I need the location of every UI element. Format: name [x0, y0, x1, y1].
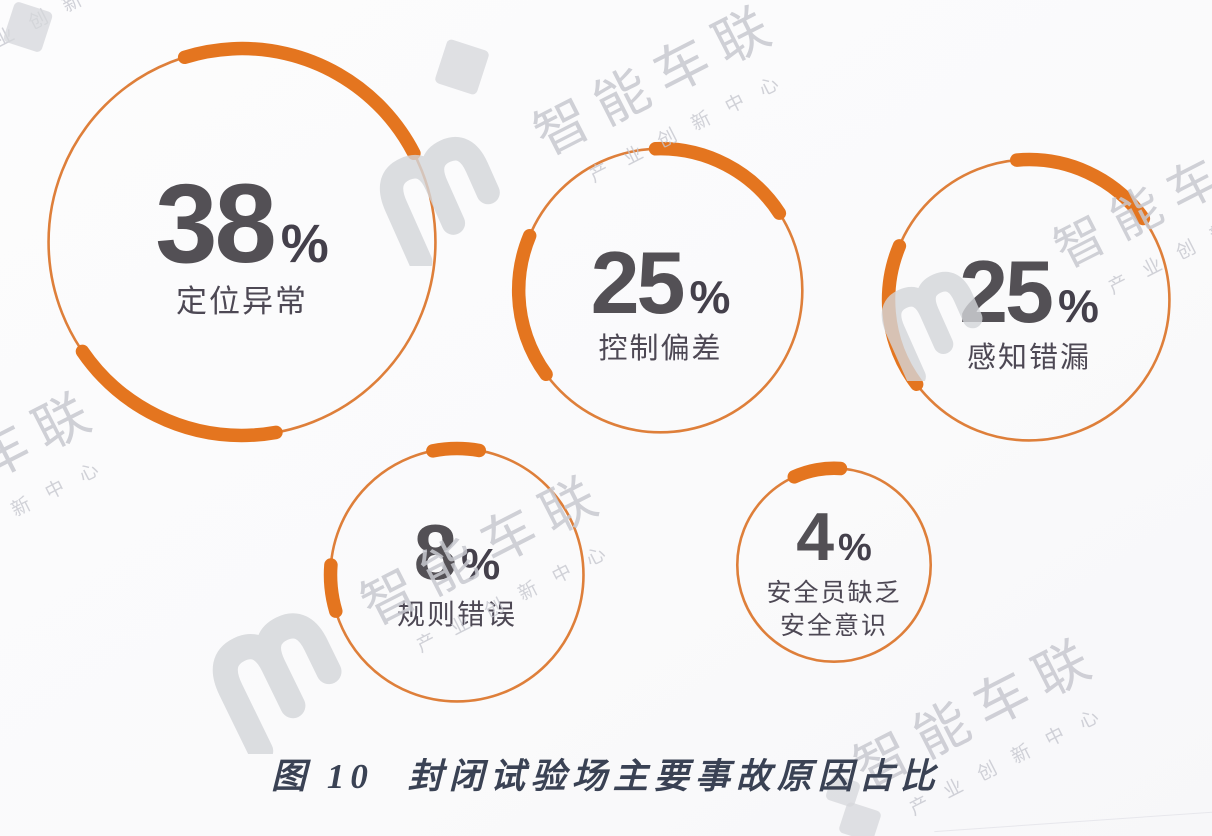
ring-chart	[321, 439, 593, 711]
stat-label: 感知错漏	[966, 342, 1091, 375]
stat-label: 规则错误	[396, 598, 517, 630]
stat-label: 控制偏差	[598, 332, 723, 365]
stat-value: 25	[590, 232, 686, 332]
stat-unit: %	[689, 270, 731, 323]
stat-unit: %	[280, 213, 329, 274]
stat-content: 4 % 安全员缺乏 安全意识	[730, 461, 938, 669]
figure-caption: 图 10 封闭试验场主要事故原因占比	[0, 748, 1212, 799]
stat-unit: %	[838, 527, 872, 569]
stat-label: 安全员缺乏 安全意识	[766, 579, 902, 640]
ring-chart	[508, 138, 813, 443]
stat-circle-3: 25 % 感知错漏	[878, 149, 1180, 451]
stat-value: 4	[796, 499, 834, 575]
stat-unit: %	[1057, 280, 1099, 333]
stat-circle-1: 38 % 定位异常	[34, 34, 450, 450]
watermark-square	[837, 801, 883, 836]
stat-value: 38	[155, 160, 277, 286]
stat-content: 25 % 控制偏差	[508, 138, 813, 443]
ring-chart	[730, 461, 938, 669]
stat-content: 38 % 定位异常	[34, 34, 450, 450]
stat-circle-4: 8 % 规则错误	[321, 439, 593, 711]
stat-content: 8 % 规则错误	[321, 439, 593, 711]
stat-circle-2: 25 % 控制偏差	[508, 138, 813, 443]
figure-title: 封闭试验场主要事故原因占比	[407, 757, 941, 796]
figure-number-label: 图 10	[271, 757, 374, 796]
stat-circle-5: 4 % 安全员缺乏 安全意识	[730, 461, 938, 669]
stat-label: 定位异常	[176, 283, 308, 319]
brand-watermark-subtext: 产业创新中心	[0, 450, 120, 574]
stat-content: 25 % 感知错漏	[878, 149, 1180, 451]
stat-value: 25	[959, 242, 1054, 342]
stat-unit: %	[461, 539, 501, 589]
page-edge-line	[934, 810, 1212, 833]
stat-value: 8	[413, 507, 457, 596]
